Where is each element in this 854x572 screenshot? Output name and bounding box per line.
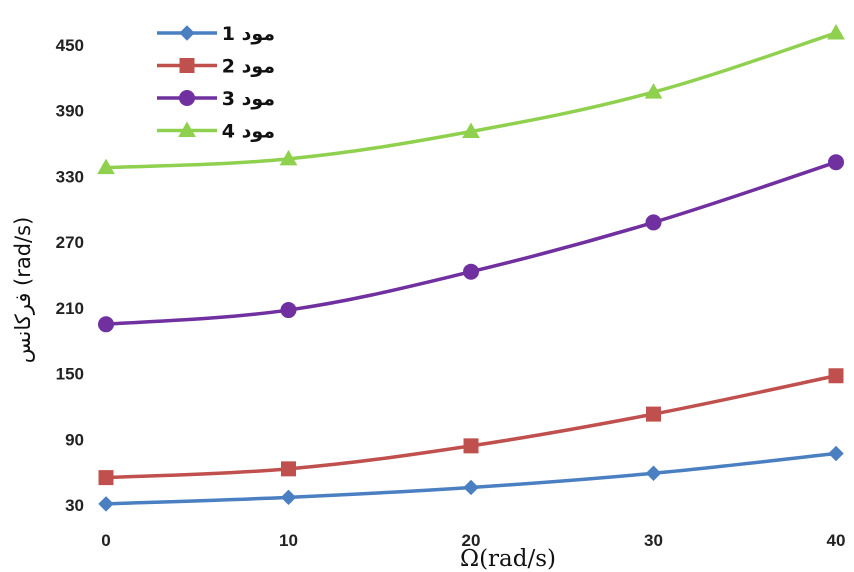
series-3	[98, 154, 844, 333]
y-tick-labels: 30 90 150 210 270 330 390 450	[56, 36, 84, 515]
data-point-diamond	[645, 465, 662, 481]
series-1	[98, 445, 844, 512]
legend-marker-circle	[179, 90, 195, 106]
legend-item-1: مود 1	[157, 23, 275, 45]
data-point-diamond	[280, 489, 297, 506]
legend-label: مود 1	[222, 23, 275, 45]
x-tick-label: 30	[644, 531, 663, 550]
y-tick-label: 330	[56, 167, 84, 186]
data-point-square	[828, 368, 844, 384]
data-point-circle	[98, 316, 114, 333]
y-tick-label: 90	[65, 430, 84, 449]
series-layer	[97, 23, 845, 512]
series-2	[98, 368, 844, 486]
data-point-square	[463, 438, 479, 454]
x-tick-label: 20	[462, 531, 481, 550]
y-tick-label: 270	[56, 233, 84, 252]
data-point-circle	[463, 263, 479, 280]
series-line	[104, 451, 838, 506]
series-line	[104, 374, 838, 480]
legend-marker-triangle	[178, 121, 196, 137]
data-point-square	[98, 470, 114, 486]
data-point-triangle	[97, 158, 115, 175]
legend-label: مود 4	[222, 121, 275, 143]
x-axis-label: Ω(rad/s)	[460, 546, 556, 572]
legend-marker-square	[179, 58, 195, 73]
data-point-triangle	[279, 149, 298, 166]
data-point-circle	[645, 214, 662, 231]
x-tick-label: 40	[827, 531, 846, 550]
y-tick-label: 150	[56, 365, 84, 384]
data-point-triangle	[462, 122, 480, 139]
y-tick-label: 210	[56, 299, 84, 318]
x-tick-labels: 0 10 20 30 40	[101, 531, 845, 550]
data-point-triangle	[827, 23, 845, 40]
legend-label: مود 3	[222, 88, 275, 110]
legend-item-3: مود 3	[157, 88, 275, 110]
y-axis-label: فرکانس (rad/s)	[11, 217, 35, 364]
legend-item-4: مود 4	[157, 121, 275, 143]
y-tick-label: 390	[56, 102, 84, 121]
x-tick-label: 0	[101, 531, 110, 550]
data-point-diamond	[98, 496, 114, 512]
data-point-diamond	[828, 445, 844, 462]
legend: مود 1 مود 2 مود 3 مود 4	[157, 23, 275, 143]
series-line	[104, 160, 838, 327]
legend-label: مود 2	[222, 56, 275, 78]
y-tick-label: 450	[56, 36, 84, 55]
data-point-square	[281, 461, 296, 477]
data-point-square	[646, 406, 661, 422]
y-tick-label: 30	[65, 496, 84, 515]
series-4	[97, 23, 845, 175]
legend-marker-diamond	[179, 25, 195, 41]
data-point-circle	[280, 302, 297, 319]
legend-item-2: مود 2	[157, 56, 275, 78]
data-point-circle	[828, 154, 844, 171]
data-point-triangle	[644, 83, 663, 99]
series-line	[104, 31, 838, 170]
data-point-diamond	[463, 479, 479, 496]
x-tick-label: 10	[279, 531, 298, 550]
